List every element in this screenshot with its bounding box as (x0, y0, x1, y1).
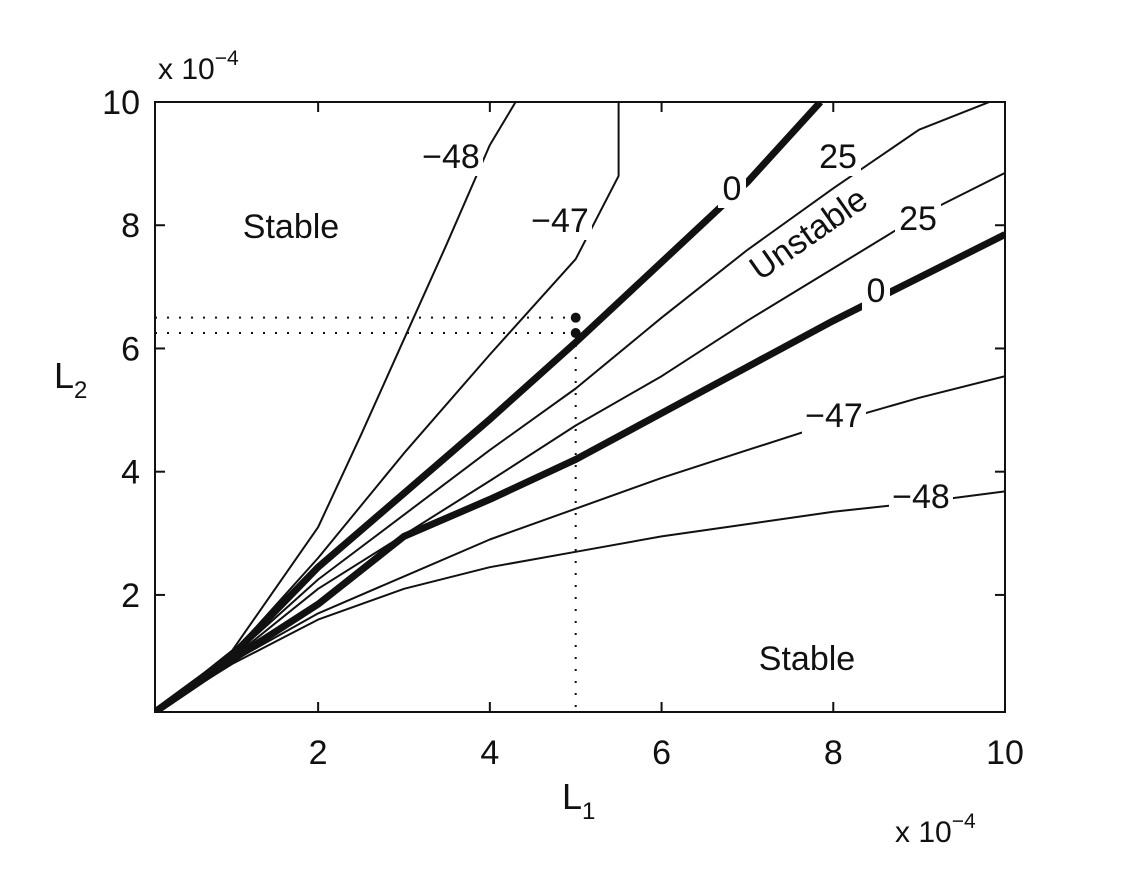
x-tick-label-1: 4 (480, 734, 499, 772)
contour-line-5 (155, 231, 1005, 712)
region-labels: Stable Stable Unstable (243, 178, 883, 678)
y-axis-multiplier: x 10−4 (158, 47, 239, 86)
x-axis-label: L1 (562, 776, 595, 825)
contour-label-bg-2 (718, 172, 746, 208)
region-label-bg-2 (737, 178, 883, 295)
data-point-1 (570, 328, 581, 339)
data-point-0 (570, 312, 581, 323)
y-tick-label-1: 4 (121, 454, 140, 492)
contour-label-6: −47 (805, 397, 863, 435)
region-label-text-0: Stable (243, 208, 339, 246)
y-tick-label-4: 10 (102, 84, 140, 122)
contour-label-bg-6 (802, 399, 866, 435)
x-tick-label-0: 2 (309, 734, 328, 772)
tick-marks (155, 101, 1006, 712)
contour-label-bg-1 (528, 204, 592, 240)
contour-label-0: −48 (422, 138, 480, 176)
contour-line-2 (155, 102, 823, 712)
contour-line-4 (155, 172, 1005, 712)
region-label-1: Stable (759, 640, 855, 678)
x-tick-label-4: 10 (986, 734, 1024, 772)
x-tick-label-3: 8 (824, 734, 843, 772)
plot-frame (154, 101, 1006, 713)
x-axis-multiplier: x 10−4 (895, 810, 976, 849)
contour-label-bg-3 (815, 140, 861, 176)
tick-labels: 2 4 6 8 10 2 4 6 8 10 (102, 84, 1024, 772)
x-tick-label-2: 6 (652, 734, 671, 772)
contour-lines (155, 102, 1005, 712)
contour-label-bg-0 (419, 140, 483, 176)
contour-label-7: −48 (892, 478, 950, 516)
y-tick-label-0: 2 (121, 577, 140, 615)
marked-points (570, 312, 581, 339)
contour-label-1: −47 (531, 202, 589, 240)
contour-line-7 (155, 490, 1005, 712)
contour-line-6 (155, 375, 1005, 712)
contour-label-4: 25 (899, 200, 937, 238)
contour-line-0 (155, 102, 517, 712)
contour-label-3: 25 (819, 138, 857, 176)
contour-label-5: 0 (867, 272, 886, 310)
contour-labels: −48 −47 0 25 25 0 −47 −48 (419, 138, 953, 516)
contour-label-bg-5 (862, 274, 890, 310)
contour-label-2: 0 (723, 170, 742, 208)
y-tick-label-2: 6 (121, 330, 140, 368)
contour-label-bg-4 (895, 202, 941, 238)
reference-lines (155, 316, 577, 712)
region-label-2: Unstable (737, 178, 883, 295)
region-label-text-2: Unstable (743, 180, 875, 288)
region-label-text-1: Stable (759, 640, 855, 678)
y-axis-label: L2 (54, 355, 87, 404)
y-tick-label-3: 8 (121, 207, 140, 245)
contour-label-bg-7 (889, 480, 953, 516)
region-label-0: Stable (243, 208, 339, 246)
contour-line-3 (155, 102, 993, 712)
